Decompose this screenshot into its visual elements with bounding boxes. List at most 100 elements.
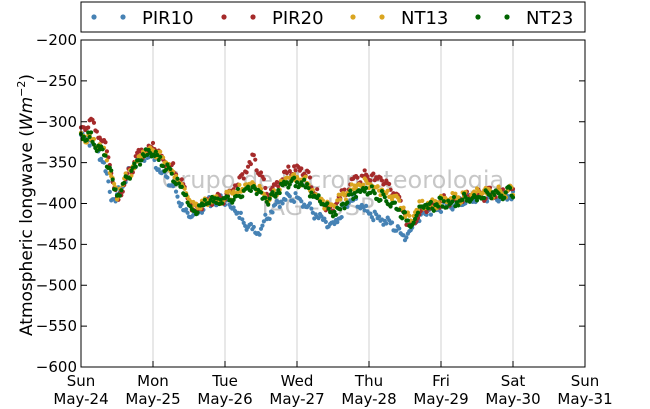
- data-point-NT23: [309, 190, 314, 195]
- x-tick-label-date: May-28: [341, 390, 396, 408]
- data-point-NT23: [235, 186, 241, 192]
- data-point-NT23: [119, 188, 124, 193]
- data-point-NT23: [451, 194, 457, 200]
- x-axis: SunMay-24MonMay-25TueMay-26WedMay-27ThuM…: [53, 40, 613, 408]
- data-point-PIR20: [263, 185, 268, 191]
- data-point-NT23: [388, 204, 393, 209]
- data-point-PIR10: [107, 189, 112, 194]
- data-point-NT13: [342, 193, 347, 198]
- data-point-NT23: [415, 210, 421, 215]
- data-point-PIR10: [287, 194, 292, 199]
- data-point-PIR20: [103, 140, 108, 145]
- data-point-NT23: [353, 194, 359, 200]
- data-point-NT23: [100, 147, 105, 152]
- data-point-PIR20: [371, 171, 376, 176]
- y-tick-label: −600: [36, 358, 77, 376]
- data-point-PIR10: [273, 202, 278, 207]
- data-point-PIR10: [384, 221, 389, 226]
- data-point-PIR20: [150, 140, 156, 146]
- data-point-PIR20: [253, 157, 258, 162]
- data-points: [78, 116, 516, 243]
- data-point-NT23: [304, 182, 310, 187]
- data-point-NT23: [300, 183, 305, 188]
- data-point-NT23: [489, 196, 494, 201]
- legend-label: NT13: [401, 8, 448, 29]
- legend-label: PIR10: [142, 8, 194, 29]
- legend-box: [80, 1, 586, 33]
- x-tick-label-day: Sun: [67, 372, 96, 390]
- data-point-NT23: [195, 210, 200, 215]
- data-point-NT23: [411, 220, 416, 225]
- legend-marker: [350, 14, 356, 20]
- data-point-PIR20: [245, 164, 251, 169]
- data-point-PIR10: [238, 210, 243, 215]
- data-point-PIR10: [173, 189, 179, 194]
- data-point-NT23: [110, 177, 115, 182]
- data-point-PIR20: [315, 187, 320, 192]
- data-point-PIR20: [355, 175, 360, 180]
- x-tick-label-day: Sun: [571, 372, 600, 390]
- data-point-PIR10: [277, 204, 282, 210]
- data-point-NT13: [123, 171, 128, 176]
- data-point-NT13: [397, 198, 402, 203]
- data-point-PIR10: [267, 216, 272, 222]
- data-point-NT23: [325, 201, 330, 206]
- data-point-PIR20: [258, 170, 264, 175]
- data-point-NT23: [240, 194, 245, 199]
- legend-marker: [250, 14, 256, 20]
- data-point-NT23: [263, 195, 268, 200]
- data-point-NT23: [492, 192, 497, 198]
- data-point-NT23: [267, 196, 272, 201]
- y-tick-label: −350: [36, 154, 77, 172]
- y-tick-label: −500: [36, 276, 77, 294]
- data-point-NT23: [450, 199, 455, 204]
- data-point-NT23: [412, 216, 418, 222]
- legend-item-PIR20: PIR20: [221, 8, 324, 29]
- data-point-NT23: [502, 195, 507, 200]
- data-point-NT23: [306, 185, 311, 191]
- legend-item-NT23: NT23: [475, 8, 573, 29]
- data-point-NT23: [428, 199, 434, 205]
- data-point-NT23: [277, 190, 282, 196]
- data-point-NT23: [397, 207, 402, 212]
- data-point-NT23: [231, 197, 236, 203]
- legend-label: NT23: [526, 8, 573, 29]
- x-tick-label-date: May-24: [53, 390, 108, 408]
- legend-item-NT13: NT13: [350, 8, 448, 29]
- data-point-PIR10: [387, 218, 392, 223]
- data-point-PIR20: [240, 172, 245, 177]
- data-point-NT23: [508, 185, 513, 191]
- data-point-NT23: [292, 175, 297, 180]
- data-point-PIR20: [86, 125, 91, 130]
- data-point-NT23: [122, 180, 127, 186]
- data-point-NT23: [160, 163, 166, 169]
- x-tick-label-day: Thu: [354, 372, 383, 390]
- legend-marker: [221, 14, 227, 20]
- data-point-NT23: [179, 184, 184, 189]
- y-tick-label: −300: [36, 113, 77, 131]
- data-point-PIR10: [374, 212, 379, 217]
- data-point-NT13: [385, 188, 390, 193]
- data-point-PIR10: [106, 179, 111, 184]
- data-point-PIR10: [397, 226, 402, 231]
- data-point-NT23: [369, 184, 374, 189]
- data-point-PIR10: [179, 201, 184, 207]
- watermark-line-1: Grupo de Micrometeorologia: [162, 166, 504, 194]
- data-point-NT23: [402, 210, 408, 215]
- data-point-NT23: [266, 202, 271, 207]
- data-point-NT23: [287, 182, 292, 187]
- data-point-NT23: [400, 216, 405, 221]
- legend-marker: [120, 14, 126, 20]
- data-point-PIR10: [261, 219, 266, 224]
- data-point-NT23: [463, 194, 468, 200]
- data-point-NT23: [137, 162, 143, 167]
- data-point-PIR20: [94, 129, 99, 134]
- legend-marker: [379, 14, 385, 20]
- x-tick-label-date: May-30: [485, 390, 540, 408]
- data-point-PIR10: [156, 167, 161, 172]
- data-point-PIR10: [438, 209, 444, 215]
- legend-item-PIR10: PIR10: [91, 8, 194, 29]
- data-point-NT23: [333, 212, 338, 217]
- data-point-NT23: [405, 218, 410, 223]
- data-point-NT13: [480, 191, 485, 196]
